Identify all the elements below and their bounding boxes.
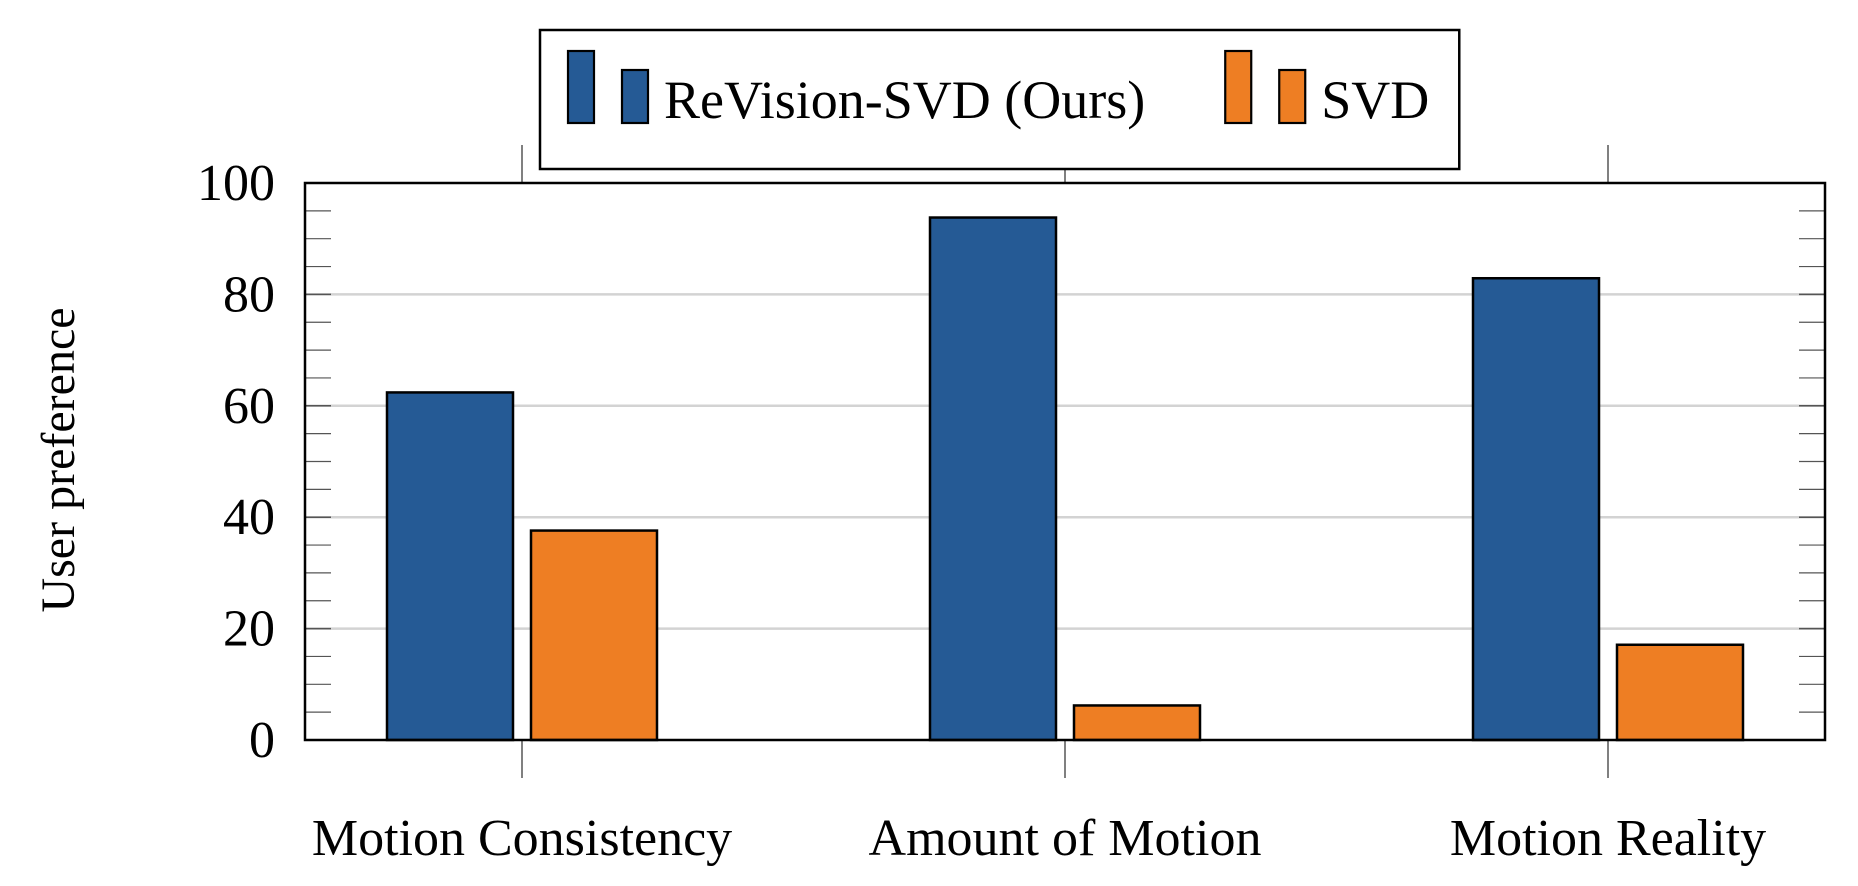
x-tick-label: Amount of Motion bbox=[869, 810, 1262, 867]
bars bbox=[385, 216, 1745, 742]
bar-svd bbox=[1072, 704, 1202, 742]
y-tick-label: 0 bbox=[249, 712, 275, 769]
legend-swatch bbox=[1224, 49, 1253, 125]
bar-revision-svd bbox=[1471, 276, 1601, 742]
legend-swatch bbox=[620, 68, 650, 125]
x-tick-label: Motion Reality bbox=[1450, 810, 1766, 867]
y-tick-label: 80 bbox=[223, 266, 275, 323]
y-tick-labels: 0 20 40 60 80 100 bbox=[197, 155, 275, 769]
legend-swatch bbox=[566, 49, 596, 125]
axis-ticks bbox=[305, 145, 1825, 778]
bar-svd bbox=[529, 529, 659, 742]
y-tick-label: 20 bbox=[223, 601, 275, 658]
bar-revision-svd bbox=[385, 391, 515, 742]
bar-revision-svd bbox=[928, 216, 1058, 742]
plot-frame bbox=[303, 181, 1827, 742]
legend-label: SVD bbox=[1321, 70, 1429, 130]
legend-swatch bbox=[1278, 68, 1307, 125]
legend-label: ReVision-SVD (Ours) bbox=[664, 70, 1145, 130]
x-tick-labels: Motion Consistency Amount of Motion Motion… bbox=[312, 810, 1766, 867]
y-tick-label: 60 bbox=[223, 378, 275, 435]
y-tick-label: 40 bbox=[223, 489, 275, 546]
y-tick-label: 100 bbox=[197, 155, 275, 212]
x-tick-label: Motion Consistency bbox=[312, 810, 732, 867]
y-axis-label: User preference bbox=[32, 307, 85, 612]
bar-svd bbox=[1615, 643, 1745, 742]
legend: ReVision-SVD (Ours) SVD bbox=[538, 28, 1461, 171]
